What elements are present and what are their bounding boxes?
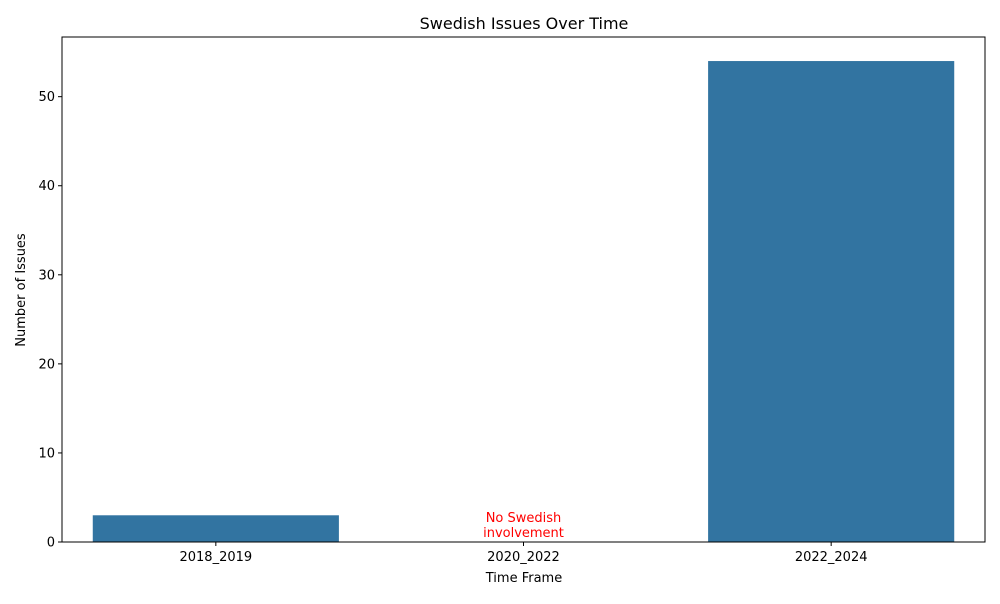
bar-2018_2019: [92, 515, 339, 542]
chart-title: Swedish Issues Over Time: [420, 14, 629, 33]
y-tick-label-20: 20: [38, 357, 55, 372]
x-tick-label-2018_2019: 2018_2019: [179, 550, 252, 565]
y-tick-label-0: 0: [47, 536, 55, 551]
y-tick-label-10: 10: [38, 446, 55, 461]
x-tick-label-2020_2022: 2020_2022: [487, 550, 560, 565]
y-tick-label-30: 30: [38, 268, 55, 283]
y-tick-label-40: 40: [38, 179, 55, 194]
x-axis: 2018_2019 2020_2022 2022_2024: [179, 542, 868, 565]
bars-group: [92, 61, 955, 543]
y-axis-label: Number of Issues: [14, 233, 29, 347]
y-tick-label-50: 50: [38, 90, 55, 105]
x-tick-label-2022_2024: 2022_2024: [795, 550, 868, 565]
bar-2022_2024: [708, 61, 955, 543]
y-axis: 0 10 20 30 40 50: [38, 90, 62, 551]
annotation-line-1: No Swedish: [486, 511, 562, 526]
plot-frame: [61, 36, 986, 543]
annotation-line-2: involvement: [483, 526, 564, 541]
x-axis-label: Time Frame: [485, 571, 562, 586]
